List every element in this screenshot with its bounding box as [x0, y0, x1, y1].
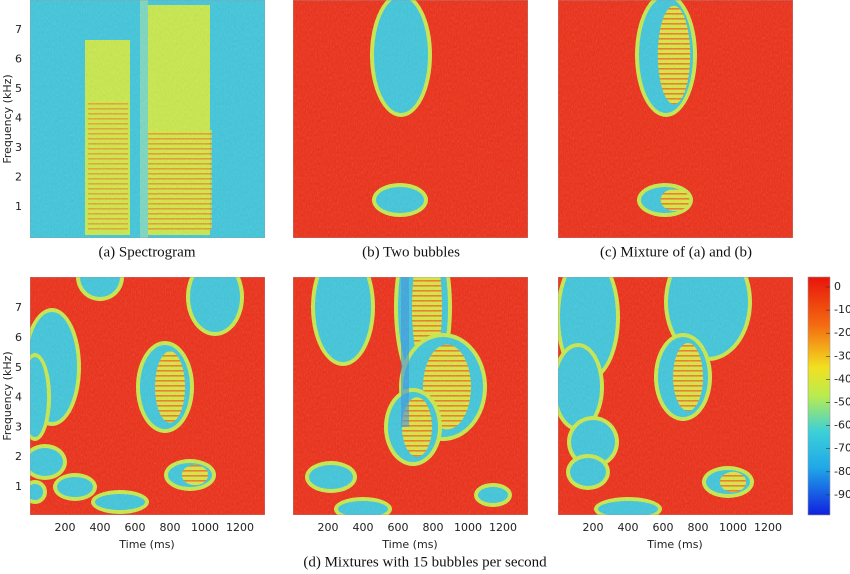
- x-axis-label: Time (ms): [646, 538, 702, 551]
- y-tick-label: 3: [15, 141, 22, 154]
- noise: [293, 0, 528, 238]
- x-tick-label: 800: [688, 521, 709, 534]
- noise: [293, 277, 528, 515]
- y-tick-label: 4: [15, 391, 22, 404]
- x-axis-label: Time (ms): [118, 538, 174, 551]
- x-tick-label: 400: [618, 521, 639, 534]
- spectrogram-panel: [293, 0, 528, 238]
- spectrogram-panel: [293, 277, 528, 515]
- y-tick-label: 5: [15, 361, 22, 374]
- spectrogram-panel: [30, 0, 265, 238]
- colorbar-tick-label: -40: [834, 372, 850, 385]
- x-tick-label: 200: [583, 521, 604, 534]
- y-tick-label: 4: [15, 112, 22, 125]
- noise: [30, 277, 265, 515]
- y-tick-label: 1: [15, 480, 22, 493]
- y-tick-label: 2: [15, 450, 22, 463]
- y-tick-label: 5: [15, 82, 22, 95]
- panel-caption: (a) Spectrogram: [98, 244, 195, 260]
- x-axis-label: Time (ms): [381, 538, 437, 551]
- x-tick-label: 1200: [754, 521, 782, 534]
- x-tick-label: 1200: [489, 521, 517, 534]
- x-tick-label: 1200: [226, 521, 254, 534]
- noise: [30, 0, 265, 238]
- spectrogram-panel: [30, 277, 265, 515]
- colorbar-tick-label: -80: [834, 465, 850, 478]
- colorbar: [807, 276, 831, 516]
- spectrogram-panel: [558, 0, 793, 238]
- x-tick-label: 1000: [719, 521, 747, 534]
- y-tick-label: 6: [15, 53, 22, 66]
- x-tick-label: 400: [353, 521, 374, 534]
- colorbar-tick-label: -70: [834, 442, 850, 455]
- colorbar-tick-label: -60: [834, 419, 850, 432]
- x-tick-label: 800: [160, 521, 181, 534]
- x-tick-label: 1000: [191, 521, 219, 534]
- y-axis-label: Frequency (kHz): [1, 351, 14, 440]
- colorbar-tick-label: 0: [834, 280, 841, 293]
- x-tick-label: 600: [653, 521, 674, 534]
- y-axis-label: Frequency (kHz): [1, 74, 14, 163]
- y-tick-label: 7: [15, 23, 22, 36]
- x-tick-label: 200: [318, 521, 339, 534]
- y-tick-label: 6: [15, 331, 22, 344]
- noise: [558, 277, 793, 515]
- noise: [558, 0, 793, 238]
- colorbar-tick-label: -90: [834, 488, 850, 501]
- x-tick-label: 200: [55, 521, 76, 534]
- y-tick-label: 7: [15, 301, 22, 314]
- x-tick-label: 800: [423, 521, 444, 534]
- x-tick-label: 600: [388, 521, 409, 534]
- panel-caption: (b) Two bubbles: [362, 244, 460, 260]
- colorbar-tick-label: -50: [834, 396, 850, 409]
- y-tick-label: 2: [15, 171, 22, 184]
- colorbar-tick-label: -10: [834, 303, 850, 316]
- x-tick-label: 600: [125, 521, 146, 534]
- panel-caption: (c) Mixture of (a) and (b): [600, 244, 752, 260]
- spectrogram-panel: [558, 277, 793, 515]
- x-tick-label: 400: [90, 521, 111, 534]
- colorbar-tick-label: -20: [834, 326, 850, 339]
- figure-caption: (d) Mixtures with 15 bubbles per second: [303, 554, 547, 570]
- y-tick-label: 1: [15, 200, 22, 213]
- y-tick-label: 3: [15, 420, 22, 433]
- colorbar-tick-label: -30: [834, 349, 850, 362]
- x-tick-label: 1000: [454, 521, 482, 534]
